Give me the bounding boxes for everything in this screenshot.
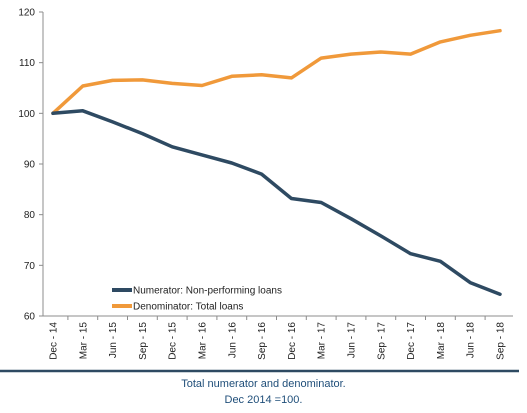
x-tick-label: Mar - 15 <box>78 322 89 360</box>
x-tick-label: Sep - 17 <box>376 322 387 360</box>
legend-label-total-loans: Denominator: Total loans <box>133 302 243 313</box>
legend: Numerator: Non-performing loans Denominat… <box>112 286 282 313</box>
y-tick-label: 90 <box>24 160 36 171</box>
y-axis: 60 70 80 90 100 110 120 <box>18 8 44 323</box>
x-tick-label: Sep - 15 <box>138 322 149 360</box>
y-tick-label: 100 <box>18 109 35 120</box>
x-tick-label: Mar - 17 <box>317 322 328 360</box>
y-tick-label: 120 <box>18 8 35 19</box>
legend-label-non-performing-loans: Numerator: Non-performing loans <box>133 286 282 297</box>
series-layer <box>51 28 502 296</box>
x-tick-label: Jun - 16 <box>227 322 238 359</box>
y-tick-label: 80 <box>24 210 36 221</box>
x-tick-label: Jun - 18 <box>466 322 477 359</box>
x-tick-label: Sep - 16 <box>257 322 268 360</box>
x-tick-label: Dec - 14 <box>49 322 60 360</box>
x-tick-label: Mar - 18 <box>436 322 447 360</box>
chart-caption-line-1: Total numerator and denominator. <box>181 378 346 390</box>
x-tick-label: Dec - 17 <box>406 322 417 360</box>
x-tick-label: Dec - 15 <box>168 322 179 360</box>
x-tick-label: Mar - 16 <box>198 322 209 360</box>
x-tick-label: Sep - 18 <box>496 322 507 360</box>
y-tick-label: 110 <box>19 58 35 69</box>
x-tick-label: Jun - 15 <box>108 322 119 359</box>
x-tick-label: Dec - 16 <box>287 322 298 360</box>
series-line-non-performing-loans <box>51 109 502 296</box>
chart-caption-line-2: Dec 2014 =100. <box>224 394 303 406</box>
y-tick-label: 70 <box>24 261 36 272</box>
series-line-total-loans <box>51 28 502 116</box>
y-tick-label: 60 <box>24 312 36 323</box>
x-axis: Dec - 14 Mar - 15 Jun - 15 Sep - 15 Dec - 15… <box>43 315 513 360</box>
x-tick-label: Jun - 17 <box>347 322 358 359</box>
